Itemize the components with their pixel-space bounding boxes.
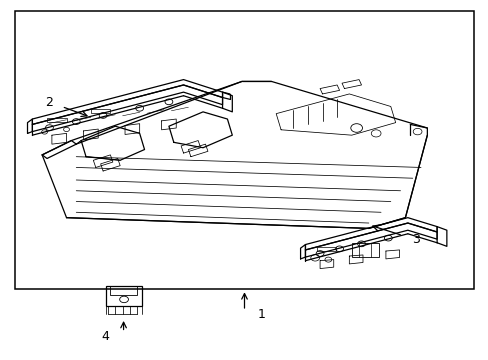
Text: 4: 4 [102,330,109,343]
Bar [110,286,137,295]
Bar [105,286,142,306]
Bar [91,109,110,113]
Bar [47,118,66,122]
Text: 3: 3 [411,233,419,246]
Text: 2: 2 [45,96,53,109]
Bar [15,12,473,289]
Bar [316,247,335,251]
Text: 1: 1 [257,308,265,321]
Bar [351,243,378,257]
